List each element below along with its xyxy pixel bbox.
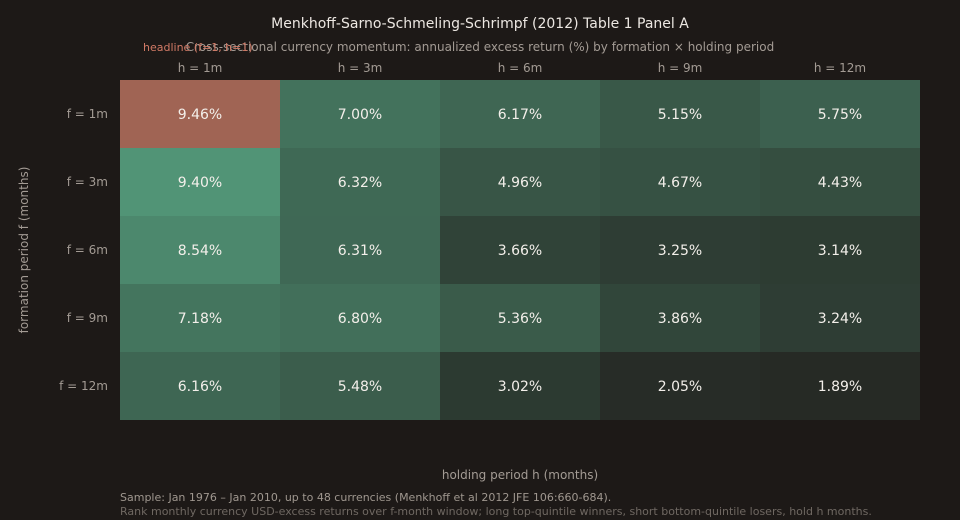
cell-value-label: 5.15% — [658, 107, 702, 123]
heatmap-cell — [120, 352, 280, 420]
heatmap-cell — [120, 80, 280, 148]
heatmap-cell — [120, 148, 280, 216]
cell-value-label: 1.89% — [818, 379, 862, 395]
cell-value-label: 8.54% — [178, 243, 222, 259]
cell-value-label: 6.16% — [178, 379, 222, 395]
cell-value-label: 3.24% — [818, 311, 862, 327]
cell-value-label: 3.66% — [498, 243, 542, 259]
heatmap-cell — [600, 284, 760, 352]
x-axis-label: holding period h (months) — [441, 468, 599, 482]
cell-value-label: 4.96% — [498, 175, 542, 191]
cell-value-label: 2.05% — [658, 379, 702, 395]
cell-value-label: 6.80% — [338, 311, 382, 327]
cell-value-label: 3.14% — [818, 243, 862, 259]
x-tick-label: h = 1m — [178, 61, 223, 75]
heatmap-cell — [120, 284, 280, 352]
cell-value-label: 9.40% — [178, 175, 222, 191]
cell-value-label: 6.31% — [338, 243, 382, 259]
cell-value-label: 5.48% — [338, 379, 382, 395]
heatmap-cell — [280, 216, 440, 284]
heatmap-cell — [760, 284, 920, 352]
y-tick-label: f = 9m — [67, 311, 108, 325]
chart-title: Menkhoff-Sarno-Schmeling-Schrimpf (2012)… — [271, 16, 689, 32]
x-tick-label: h = 12m — [814, 61, 866, 75]
cell-value-label: 3.25% — [658, 243, 702, 259]
heatmap-cell — [280, 148, 440, 216]
y-tick-label: f = 6m — [67, 243, 108, 257]
cell-value-label: 7.00% — [338, 107, 382, 123]
heatmap-cell — [440, 148, 600, 216]
heatmap-cell — [280, 284, 440, 352]
y-tick-label: f = 1m — [67, 107, 108, 121]
cell-value-label: 3.02% — [498, 379, 542, 395]
heatmap-cell — [600, 80, 760, 148]
headline-cell-tag: headline (f=1, h=1) — [143, 41, 253, 54]
cell-value-label: 4.67% — [658, 175, 702, 191]
cell-value-label: 5.75% — [818, 107, 862, 123]
heatmap-cell — [600, 352, 760, 420]
heatmap-cell — [760, 80, 920, 148]
heatmap-cell — [760, 352, 920, 420]
y-tick-label: f = 3m — [67, 175, 108, 189]
x-tick-label: h = 3m — [338, 61, 383, 75]
cell-value-label: 5.36% — [498, 311, 542, 327]
cell-value-label: 9.46% — [178, 107, 222, 123]
heatmap-cell — [600, 148, 760, 216]
heatmap-cell — [440, 80, 600, 148]
heatmap-cell — [280, 352, 440, 420]
x-tick-label: h = 9m — [658, 61, 703, 75]
heatmap-cell — [600, 216, 760, 284]
footnote-sample: Sample: Jan 1976 – Jan 2010, up to 48 cu… — [120, 491, 612, 504]
footnote-method: Rank monthly currency USD-excess returns… — [120, 505, 872, 518]
cell-value-label: 3.86% — [658, 311, 702, 327]
cell-value-label: 7.18% — [178, 311, 222, 327]
cell-value-label: 4.43% — [818, 175, 862, 191]
heatmap-cell — [440, 284, 600, 352]
heatmap-cell — [440, 352, 600, 420]
x-tick-label: h = 6m — [498, 61, 543, 75]
chart-subtitle: Cross-sectional currency momentum: annua… — [185, 40, 775, 54]
heatmap-cell — [760, 148, 920, 216]
cell-value-label: 6.17% — [498, 107, 542, 123]
y-tick-label: f = 12m — [59, 379, 108, 393]
heatmap-cell — [120, 216, 280, 284]
heatmap-cell — [440, 216, 600, 284]
cell-value-label: 6.32% — [338, 175, 382, 191]
heatmap-cell — [280, 80, 440, 148]
heatmap-cell — [760, 216, 920, 284]
